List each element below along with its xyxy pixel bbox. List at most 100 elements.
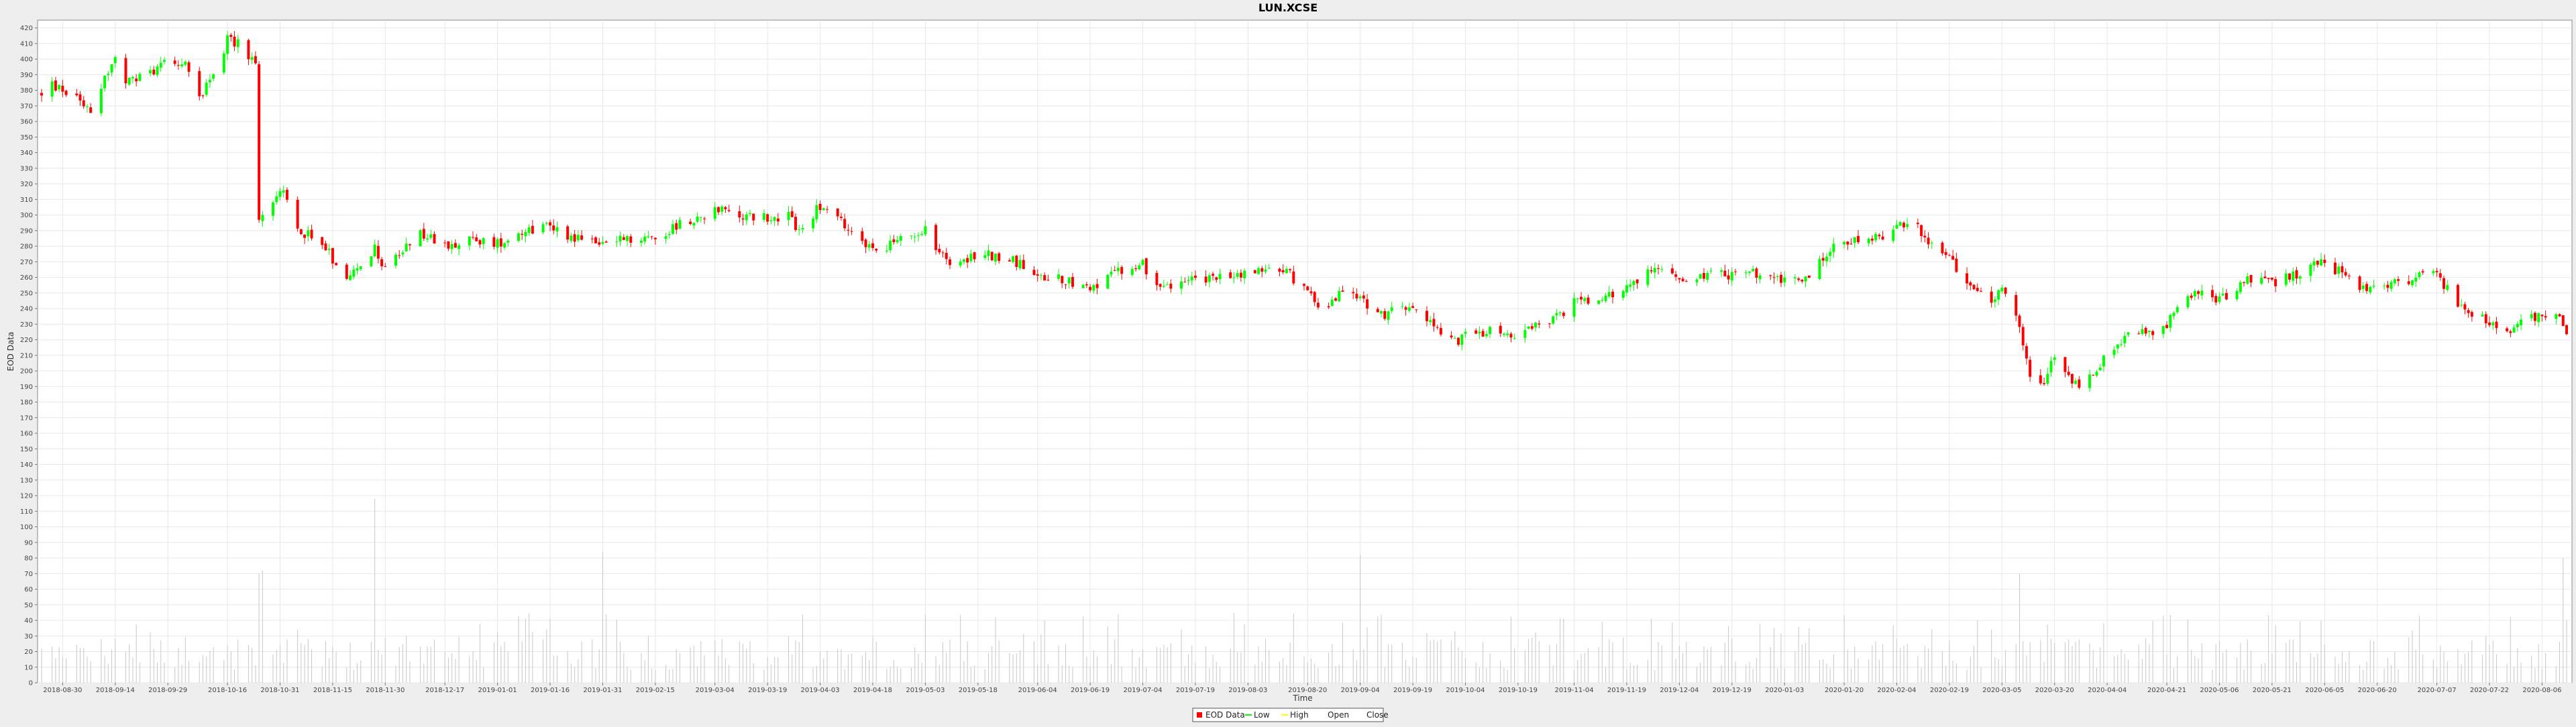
candle-body — [453, 243, 457, 248]
candle-body — [447, 241, 450, 249]
candle-body — [394, 254, 398, 266]
candle-body — [1120, 267, 1124, 274]
volume-bars — [41, 498, 2567, 683]
candle-body — [962, 259, 965, 262]
candle-body — [2358, 276, 2361, 290]
candle-body — [2516, 323, 2519, 327]
candle-body — [1292, 271, 1295, 284]
candle-body — [843, 219, 847, 229]
y-tick-label: 20 — [24, 649, 33, 656]
x-tick-label: 2020-05-06 — [2200, 687, 2239, 694]
candle-body — [1829, 251, 1832, 256]
chart-title: LUN.XCSE — [1258, 1, 1318, 14]
x-tick-label: 2020-02-19 — [1930, 687, 1969, 694]
candle-body — [678, 220, 682, 229]
candle-body — [2263, 276, 2267, 278]
candle-body — [205, 82, 208, 95]
candle-body — [2172, 313, 2176, 317]
candle-body — [896, 239, 899, 243]
candle-body — [1902, 223, 1905, 227]
candle-body — [408, 244, 411, 245]
candle-body — [2460, 304, 2463, 306]
candle-body — [1870, 238, 1874, 241]
x-tick-label: 2019-03-04 — [696, 687, 735, 694]
candle-body — [2210, 290, 2214, 298]
y-tick-label: 130 — [20, 477, 33, 484]
candle-body — [1752, 268, 1755, 272]
candle-body — [2095, 372, 2098, 376]
candle-body — [2467, 310, 2470, 313]
candle-body — [2438, 273, 2442, 278]
x-tick-label: 2020-07-07 — [2418, 687, 2457, 694]
candle-body — [1562, 313, 1565, 317]
candle-body — [1898, 221, 1902, 226]
candle-body — [626, 236, 629, 241]
candle-body — [2165, 325, 2169, 329]
candle-body — [1330, 299, 1334, 306]
y-tick-label: 300 — [20, 212, 33, 219]
x-tick-label: 2020-01-20 — [1825, 687, 1864, 694]
x-tick-label: 2019-12-04 — [1660, 687, 1699, 694]
candle-body — [1892, 229, 1895, 241]
candle-body — [349, 275, 352, 280]
y-tick-label: 170 — [20, 414, 33, 422]
y-tick-label: 80 — [24, 555, 33, 563]
y-tick-label: 250 — [20, 290, 33, 297]
candle-body — [1130, 268, 1134, 275]
candle-body — [2078, 379, 2081, 388]
x-tick-label: 2019-07-04 — [1123, 687, 1162, 694]
x-tick-label: 2018-09-29 — [148, 687, 187, 694]
x-axis: 2018-08-30 2018-09-14 2018-09-29 2018-10-16… — [43, 683, 2561, 694]
candle-body — [2053, 357, 2056, 360]
candle-body — [138, 74, 142, 81]
candle-body — [1022, 260, 1025, 270]
y-tick-label: 180 — [20, 399, 33, 406]
candle-body — [1166, 284, 1169, 286]
candle-body — [1089, 286, 1092, 290]
candle-body — [1383, 311, 1387, 319]
candle-body — [1411, 306, 1415, 309]
candle-body — [352, 269, 356, 277]
x-tick-label: 2020-04-04 — [2088, 687, 2127, 694]
candle-body — [1699, 274, 1702, 279]
candle-body — [1650, 270, 1653, 272]
candle-body — [131, 76, 134, 78]
candle-body — [1555, 313, 1558, 316]
x-tick-label: 2019-07-19 — [1176, 687, 1215, 694]
candle-body — [2214, 296, 2218, 302]
candle-body — [798, 229, 801, 230]
y-tick-label: 10 — [24, 664, 33, 671]
x-tick-label: 2019-02-15 — [636, 687, 675, 694]
candle-body — [769, 220, 773, 221]
candle-body — [2295, 270, 2298, 279]
candle-body — [278, 190, 282, 197]
candle-body — [604, 241, 608, 243]
candle-body — [1316, 302, 1320, 308]
candle-body — [1309, 291, 1313, 294]
candle-body — [1481, 331, 1485, 337]
candle-body — [2397, 279, 2400, 281]
candle-body — [1906, 224, 1909, 227]
candle-body — [1804, 276, 1807, 282]
candle-body — [1289, 269, 1292, 270]
candle-body — [2224, 292, 2228, 300]
candle-body — [1684, 281, 1688, 282]
y-tick-label: 380 — [20, 87, 33, 95]
y-tick-label: 390 — [20, 72, 33, 79]
candle-body — [1832, 243, 1835, 252]
candle-body — [1239, 272, 1242, 278]
candle-body — [1744, 272, 1748, 274]
candle-body — [531, 225, 534, 234]
candle-body — [307, 230, 310, 237]
candle-body — [1530, 326, 1534, 329]
candle-body — [2049, 361, 2053, 373]
candle-body — [2369, 286, 2372, 293]
x-tick-label: 2019-09-19 — [1393, 687, 1432, 694]
candle-body — [1941, 242, 1944, 254]
candle-body — [1390, 307, 1393, 311]
candle-body — [549, 222, 552, 226]
candle-body — [653, 237, 657, 239]
candle-body — [2137, 333, 2141, 335]
candle-body — [296, 199, 299, 229]
candle-body — [180, 64, 184, 66]
